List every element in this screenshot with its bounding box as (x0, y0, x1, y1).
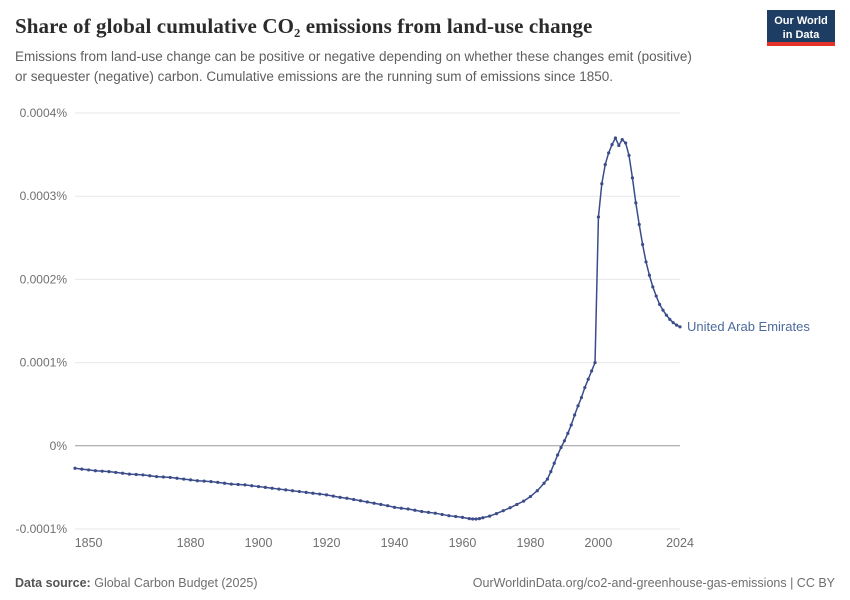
page-title: Share of global cumulative CO₂ emissions… (15, 14, 593, 38)
x-axis-tick-label: 1880 (177, 536, 205, 550)
footer-link[interactable]: OurWorldinData.org/co2-and-greenhouse-ga… (472, 576, 835, 590)
x-axis-tick-label: 1960 (449, 536, 477, 550)
x-axis-tick-label: 1940 (381, 536, 409, 550)
x-axis-tick-label: 1850 (75, 536, 103, 550)
y-axis-tick-label: -0.0001% (16, 522, 68, 536)
x-axis-tick-label: 2000 (585, 536, 613, 550)
x-axis-tick-label: 1900 (245, 536, 273, 550)
owid-logo-line1: Our World (774, 15, 828, 27)
gridlines: 0.0004% 0.0003% 0.0002% 0.0001% 0% -0.0001% (16, 106, 680, 536)
owid-logo-line2: in Data (782, 29, 820, 41)
y-axis-tick-label: 0.0001% (20, 356, 68, 370)
y-axis-tick-label: 0% (50, 439, 68, 453)
x-axis-tick-label: 1980 (517, 536, 545, 550)
line-chart[interactable]: 0.0004% 0.0003% 0.0002% 0.0001% 0% -0.0001% 18… (0, 96, 850, 566)
data-source: Data source: Global Carbon Budget (2025) (15, 576, 258, 590)
series-points[interactable] (73, 136, 682, 521)
entity-label[interactable]: United Arab Emirates (687, 319, 810, 334)
series-line[interactable] (74, 137, 681, 520)
data-source-label: Data source: (15, 576, 91, 590)
y-axis-tick-label: 0.0003% (20, 189, 68, 203)
x-axis-tick-label: 1920 (313, 536, 341, 550)
y-axis-tick-label: 0.0002% (20, 272, 68, 286)
chart-header: Share of global cumulative CO₂ emissions… (0, 0, 850, 46)
owid-logo[interactable]: Our World in Data (767, 10, 835, 46)
y-axis-tick-label: 0.0004% (20, 106, 68, 120)
x-axis-tick-label: 2024 (666, 536, 694, 550)
chart-footer: Data source: Global Carbon Budget (2025)… (0, 566, 850, 600)
chart-subtitle: Emissions from land-use change can be po… (15, 49, 692, 85)
x-axis: 1850 1880 1900 1920 1940 1960 1980 2000 2024 (75, 536, 694, 550)
data-source-value: Global Carbon Budget (2025) (94, 576, 258, 590)
chart-area[interactable]: 0.0004% 0.0003% 0.0002% 0.0001% 0% -0.0001% 18… (0, 96, 850, 566)
